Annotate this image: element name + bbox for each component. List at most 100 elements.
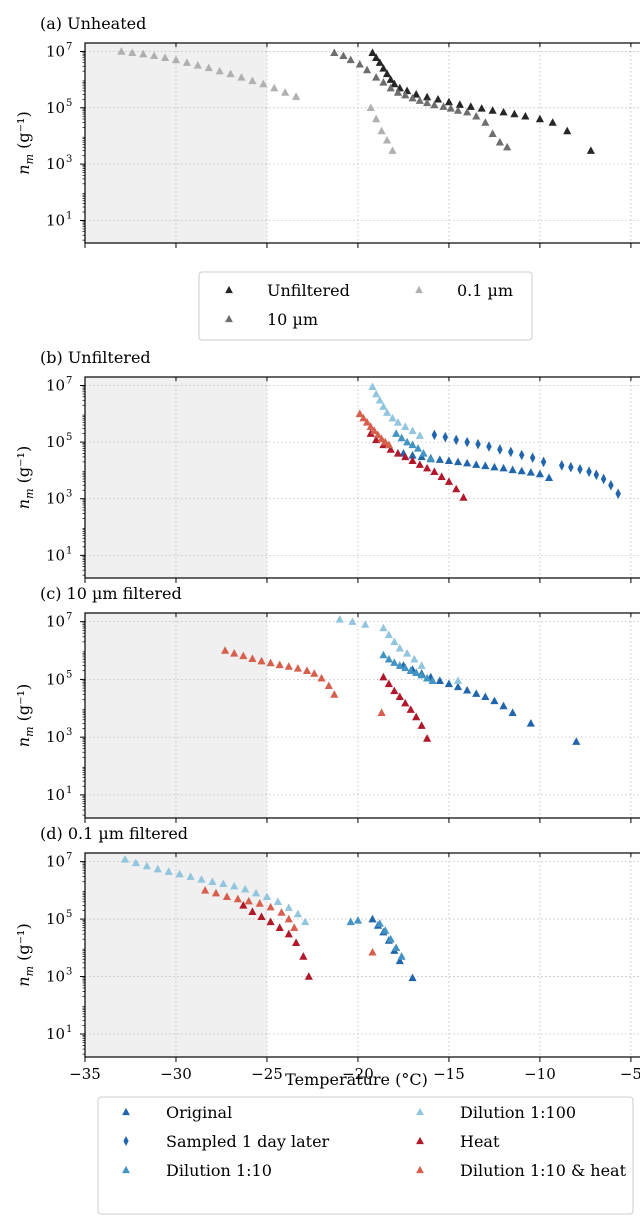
legend-marker (416, 1136, 424, 1145)
data-point (600, 473, 607, 485)
data-point (463, 107, 472, 116)
data-point (508, 465, 517, 474)
data-point (221, 646, 230, 654)
data-point (368, 947, 377, 956)
data-point (406, 666, 415, 674)
data-point (330, 48, 339, 56)
data-point (444, 477, 454, 485)
data-point (382, 408, 392, 416)
data-point (241, 884, 250, 893)
y-tick-label: 10 (46, 546, 65, 564)
data-point (586, 146, 595, 154)
data-point (526, 468, 535, 476)
data-point (284, 903, 293, 911)
data-point (453, 106, 463, 114)
data-point (464, 436, 470, 448)
data-point (453, 682, 463, 691)
data-point (193, 61, 202, 69)
data-point (310, 669, 319, 677)
legend-marker (122, 1107, 130, 1116)
data-point (401, 422, 410, 430)
data-point (273, 897, 282, 906)
legend-entry: Original (122, 1103, 232, 1122)
data-point (486, 441, 492, 452)
data-point (346, 55, 355, 64)
data-point (518, 449, 525, 461)
legend-entry: Sampled 1 day later (123, 1132, 330, 1151)
data-point (230, 881, 239, 890)
data-point (171, 55, 181, 64)
data-point (275, 923, 284, 931)
y-tick-label: 10 (46, 670, 65, 688)
data-point (208, 877, 217, 885)
y-tick-exponent: 3 (66, 967, 72, 978)
data-point (408, 426, 417, 435)
data-point (430, 100, 439, 109)
data-point (395, 692, 404, 701)
y-tick-label: 10 (46, 42, 65, 60)
data-point (401, 698, 410, 707)
data-point (472, 460, 481, 468)
data-point (395, 661, 404, 669)
data-point (266, 902, 275, 911)
series-dilution-1-100 (120, 855, 310, 926)
series-dilution-1-100 (368, 382, 424, 439)
shaded-region (85, 613, 267, 818)
data-point (384, 679, 393, 688)
data-point (475, 438, 481, 450)
data-point (435, 455, 444, 463)
data-point (408, 451, 417, 459)
data-point (426, 454, 435, 463)
data-point (428, 676, 437, 684)
data-point (390, 658, 399, 666)
data-point (586, 466, 592, 478)
data-point (384, 630, 393, 639)
data-point (372, 114, 381, 123)
data-point (359, 413, 368, 422)
data-point (128, 48, 137, 56)
data-point (395, 956, 404, 965)
data-point (446, 104, 455, 112)
data-point (257, 912, 266, 921)
data-point (415, 96, 424, 104)
data-point (423, 734, 432, 742)
data-point (377, 434, 386, 443)
data-point (244, 896, 253, 905)
series-dilution-1-10-heat (355, 409, 393, 449)
data-point (517, 466, 526, 475)
data-point (175, 869, 184, 878)
data-point (408, 973, 417, 982)
plot-frame (84, 612, 640, 819)
data-point (415, 431, 424, 439)
data-point (379, 650, 388, 659)
data-point (526, 719, 535, 727)
data-point (277, 908, 286, 916)
data-point (257, 656, 266, 665)
series-heat (239, 901, 313, 980)
legend-entry: 0.1 µm (415, 281, 513, 300)
legend-marker (416, 1107, 424, 1116)
data-point (419, 449, 428, 457)
data-point (437, 472, 446, 480)
data-point (153, 864, 162, 873)
y-tick-label: 10 (46, 376, 65, 394)
data-point (417, 670, 426, 679)
x-tick-label: −15 (433, 1065, 465, 1083)
legend-top: Unfiltered 10 µm 0.1 µm (198, 271, 533, 341)
plot-frame (84, 852, 640, 1058)
y-axis-label: nm (g⁻¹) (14, 684, 36, 747)
data-point (160, 53, 170, 61)
legend-entry: Dilution 1:10 (122, 1161, 272, 1180)
data-point (284, 914, 293, 923)
data-point (463, 458, 472, 467)
data-point (412, 668, 421, 676)
data-point (353, 916, 363, 924)
data-point (481, 692, 490, 701)
plot-frame (84, 376, 640, 579)
legend-label: Dilution 1:10 (166, 1161, 272, 1180)
x-tick-label: −10 (524, 1065, 556, 1083)
data-point (237, 73, 246, 81)
data-point (375, 919, 384, 927)
data-point (444, 456, 454, 464)
